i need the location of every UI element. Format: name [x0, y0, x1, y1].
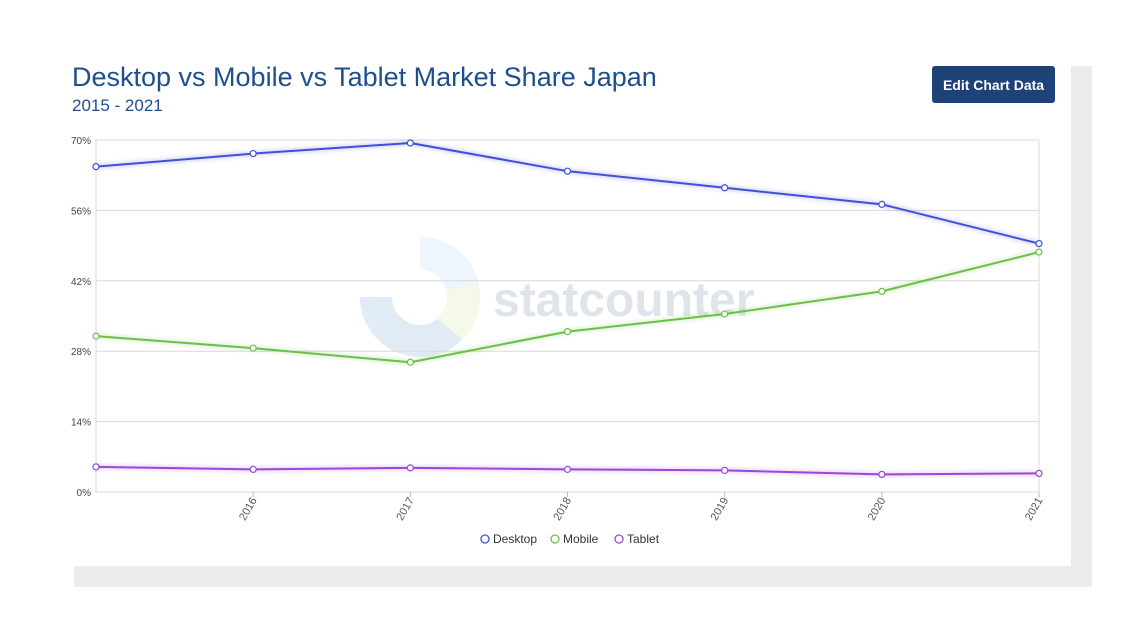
- x-tick-label: 2020: [866, 496, 889, 523]
- desktop-point[interactable]: [563, 167, 572, 175]
- legend-item-mobile[interactable]: Mobile: [550, 532, 599, 546]
- mobile-point[interactable]: [1035, 248, 1043, 256]
- y-tick-label: 14%: [71, 418, 91, 429]
- tablet-point[interactable]: [406, 464, 414, 472]
- legend-label-desktop: Desktop: [493, 532, 537, 546]
- desktop-line: [95, 142, 1040, 245]
- y-tick-label: 42%: [71, 277, 91, 288]
- chart-title: Desktop vs Mobile vs Tablet Market Share…: [72, 62, 657, 92]
- x-tick-label: 2019: [709, 496, 732, 523]
- legend-marker-desktop: [480, 534, 490, 544]
- y-axis-labels: 0% 14% 28% 42% 56% 70%: [71, 136, 91, 499]
- desktop-point[interactable]: [92, 163, 100, 171]
- tablet-point[interactable]: [721, 466, 729, 474]
- y-tick-label: 0%: [77, 488, 92, 499]
- y-tick-label: 56%: [71, 206, 91, 217]
- x-tick-label: 2016: [237, 496, 260, 523]
- y-tick-label: 70%: [71, 136, 91, 147]
- chart-subtitle: 2015 - 2021: [72, 96, 163, 115]
- mobile-point[interactable]: [406, 358, 414, 366]
- desktop-point[interactable]: [249, 149, 257, 158]
- legend-item-tablet[interactable]: Tablet: [614, 532, 660, 546]
- legend-label-mobile: Mobile: [563, 532, 599, 546]
- desktop-point[interactable]: [878, 200, 886, 208]
- legend-item-desktop[interactable]: Desktop: [480, 532, 537, 546]
- desktop-line-glow: [95, 139, 1040, 247]
- y-tick-label: 28%: [71, 347, 91, 358]
- edit-chart-data-button[interactable]: Edit Chart Data: [932, 66, 1055, 103]
- chart-card: [54, 48, 1071, 566]
- x-axis-labels: 2016 2017 2018 2019 2020 2021: [237, 496, 1045, 523]
- watermark-text: statcounter: [493, 274, 754, 327]
- desktop-point[interactable]: [1035, 239, 1043, 248]
- mobile-point[interactable]: [249, 344, 257, 352]
- x-tick-label: 2017: [394, 496, 417, 523]
- legend: Desktop Mobile Tablet: [480, 532, 660, 546]
- tablet-point[interactable]: [249, 465, 257, 473]
- mobile-point[interactable]: [92, 332, 100, 340]
- tablet-point[interactable]: [563, 465, 572, 473]
- statcounter-watermark: statcounter: [360, 237, 754, 357]
- x-tick-label: 2018: [551, 496, 574, 523]
- series-layer: [92, 139, 1043, 478]
- mobile-point[interactable]: [563, 327, 572, 336]
- mobile-point[interactable]: [878, 287, 886, 295]
- desktop-point[interactable]: [406, 139, 414, 147]
- legend-label-tablet: Tablet: [627, 532, 660, 546]
- tablet-point[interactable]: [1035, 469, 1043, 477]
- tablet-point[interactable]: [878, 470, 886, 478]
- x-tick-label: 2021: [1023, 496, 1046, 523]
- tablet-point[interactable]: [92, 463, 100, 471]
- legend-marker-tablet: [614, 534, 624, 544]
- desktop-point[interactable]: [721, 184, 729, 192]
- legend-marker-mobile: [550, 534, 560, 544]
- mobile-point[interactable]: [721, 310, 729, 318]
